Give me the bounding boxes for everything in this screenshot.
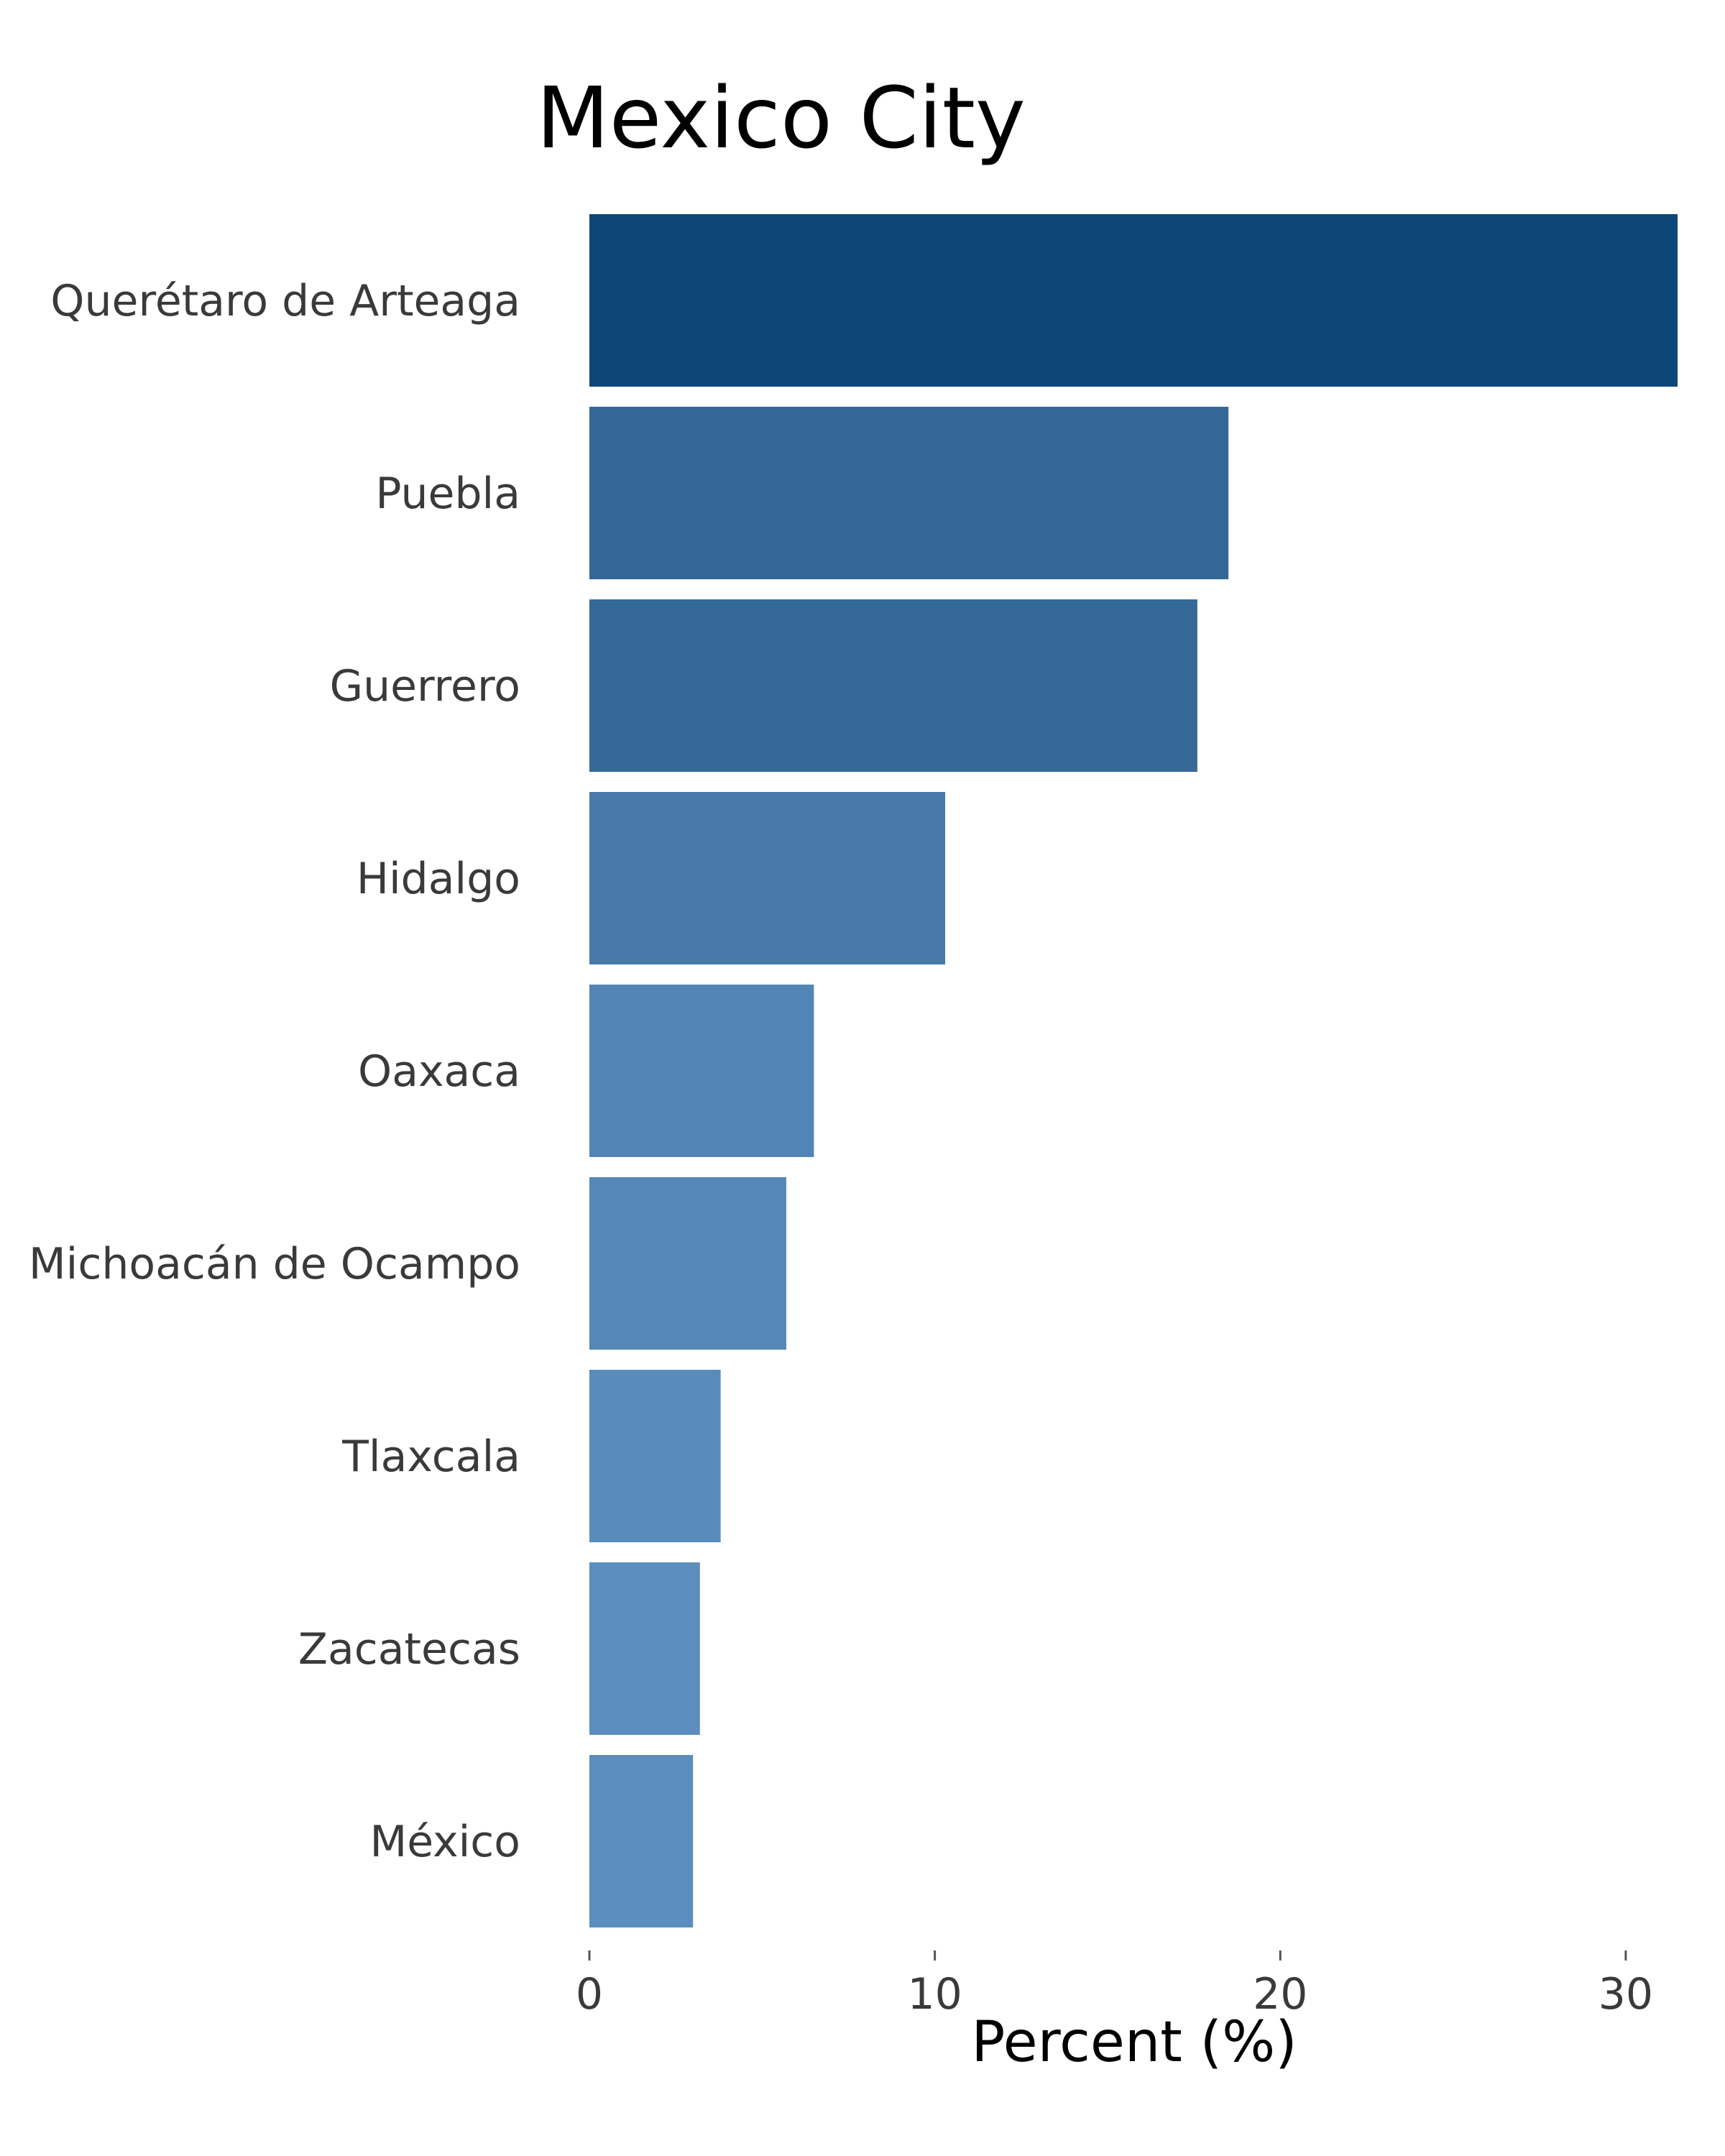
- x-tick-label: 30: [1598, 1969, 1653, 2019]
- category-label: Puebla: [375, 469, 520, 519]
- category-label: Zacatecas: [298, 1624, 520, 1674]
- bar: [589, 1755, 694, 1927]
- category-label: Hidalgo: [356, 854, 520, 904]
- bar: [589, 792, 946, 964]
- bar: [589, 214, 1678, 387]
- category-label: Querétaro de Arteaga: [50, 276, 520, 326]
- bar: [589, 985, 814, 1157]
- category-label: México: [369, 1817, 520, 1867]
- bar: [589, 599, 1197, 772]
- x-tick-label: 20: [1253, 1969, 1307, 2019]
- x-tick-label: 0: [576, 1969, 603, 2019]
- x-tick-label: 10: [907, 1969, 962, 2019]
- chart-title: Mexico City: [536, 68, 1026, 167]
- category-label: Tlaxcala: [341, 1432, 520, 1482]
- bars-layer: [589, 214, 1678, 1927]
- bar: [589, 407, 1229, 579]
- category-labels: Querétaro de Arteaga Puebla Guerrero Hidalg…: [29, 276, 520, 1867]
- bar: [589, 1370, 721, 1542]
- category-label: Michoacán de Ocampo: [29, 1239, 520, 1289]
- x-axis: 0 10 20 30: [576, 1950, 1653, 2019]
- bar: [589, 1177, 786, 1350]
- category-label: Guerrero: [330, 661, 520, 711]
- bar: [589, 1562, 700, 1735]
- category-label: Oaxaca: [358, 1046, 520, 1097]
- x-axis-title: Percent (%): [971, 2010, 1297, 2075]
